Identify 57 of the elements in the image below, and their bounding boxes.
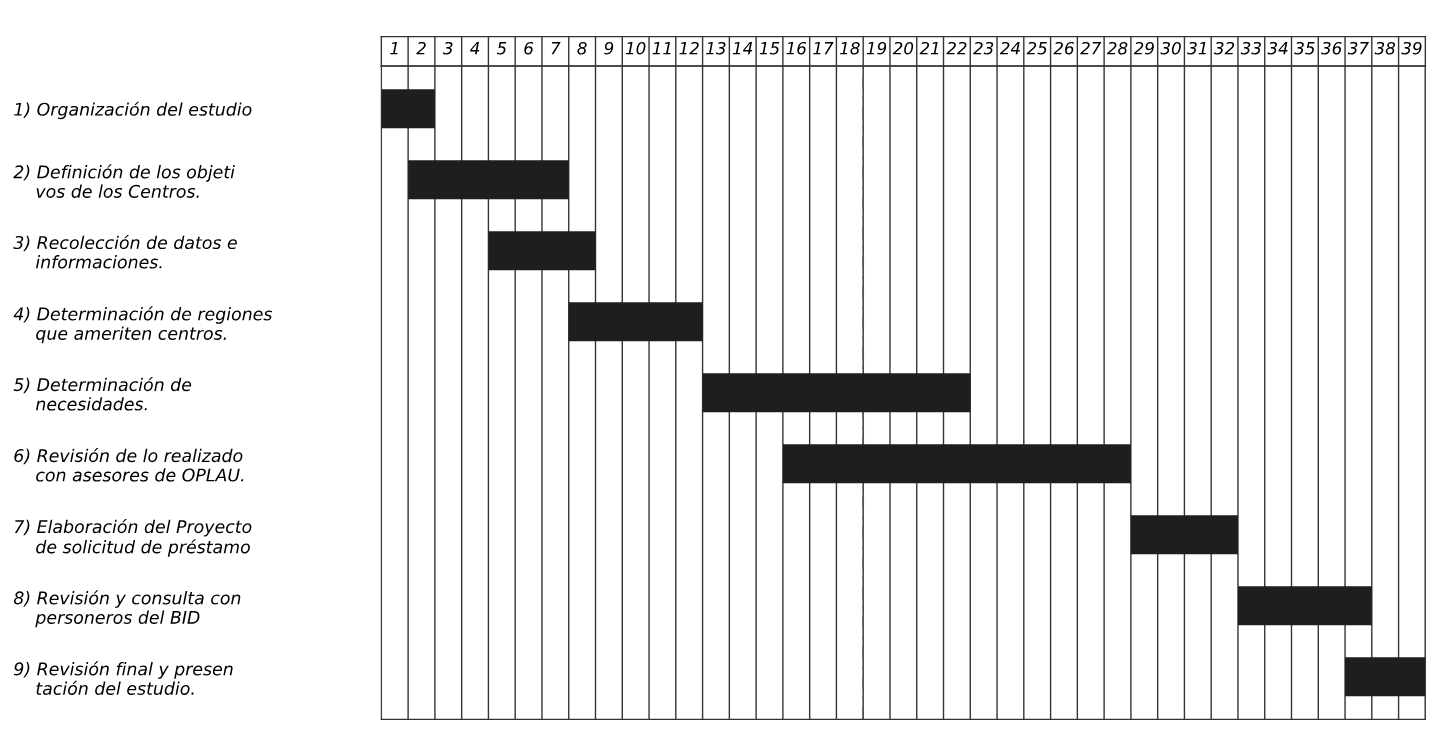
bar (568, 302, 703, 342)
bar (1130, 515, 1238, 555)
x-tick-label: 32 (1214, 41, 1235, 55)
y-tick-label: 4) Determinación de regiones que ameriten centros. (13, 306, 273, 344)
x-tick-label: 6 (524, 41, 534, 55)
x-tick-label: 29 (1133, 41, 1154, 55)
x-tick-label: 15 (759, 42, 780, 55)
bar (381, 89, 435, 129)
x-tick-label: 1 (390, 42, 398, 55)
bar (1237, 586, 1372, 626)
x-tick-label: 3 (443, 41, 453, 55)
x-tick-label: 37 (1347, 41, 1369, 55)
x-tick-label: 16 (786, 41, 807, 55)
x-tick-label: 24 (999, 41, 1020, 55)
x-tick-label: 5 (496, 42, 507, 55)
x-tick-label: 18 (840, 41, 860, 55)
x-tick-label: 7 (551, 42, 561, 55)
y-tick-label: 7) Elaboración del Proyecto de solicitud de préstamo (14, 519, 252, 557)
x-tick-label: 38 (1374, 41, 1396, 55)
x-tick-label: 9 (604, 41, 614, 55)
x-tick-label: 28 (1106, 41, 1128, 55)
x-tick-label: 33 (1240, 41, 1261, 55)
y-tick-label: 8) Revisión y consulta con personeros del BID (13, 590, 241, 628)
x-tick-label: 23 (973, 41, 994, 55)
x-tick-label: 2 (416, 41, 426, 55)
x-tick-label: 14 (732, 42, 753, 55)
y-tick-label: 5) Determinación de necesidades. (13, 377, 192, 411)
x-tick-label: 17 (813, 42, 834, 55)
x-tick-label: 19 (866, 41, 887, 55)
bar (1345, 657, 1426, 697)
x-tick-label: 20 (892, 41, 914, 55)
x-tick-label: 13 (706, 41, 726, 55)
bar (408, 160, 569, 200)
x-tick-label: 11 (652, 42, 671, 55)
y-tick-label: 1) Organización del estudio (14, 101, 252, 120)
x-tick-label: 27 (1080, 41, 1102, 55)
x-tick-label: 39 (1401, 41, 1422, 55)
x-tick-label: 35 (1294, 41, 1315, 55)
x-tick-label: 30 (1160, 41, 1181, 55)
y-tick-label: 9) Revisión final y presen tación del estudio. (14, 661, 233, 695)
x-tick-label: 21 (919, 41, 939, 55)
x-tick-label: 4 (470, 42, 480, 55)
bar (702, 373, 971, 413)
x-tick-label: 8 (577, 41, 587, 55)
bar (782, 444, 1131, 484)
x-tick-label: 36 (1321, 41, 1342, 55)
x-tick-label: 25 (1026, 41, 1047, 55)
bar (488, 231, 596, 271)
x-tick-label: 31 (1187, 41, 1206, 55)
x-tick-label: 22 (946, 41, 967, 55)
y-tick-label: 3) Recolección de datos e informaciones. (13, 234, 237, 269)
y-tick-label: 6) Revisión de lo realizado con asesores de OPLAU. (14, 448, 244, 482)
x-tick-label: 10 (625, 41, 646, 55)
x-tick-label: 12 (679, 41, 699, 55)
x-tick-label: 26 (1053, 41, 1074, 55)
y-tick-label: 2) Definición de los objeti vos de los Centros. (13, 164, 235, 198)
x-tick-label: 34 (1267, 41, 1288, 55)
